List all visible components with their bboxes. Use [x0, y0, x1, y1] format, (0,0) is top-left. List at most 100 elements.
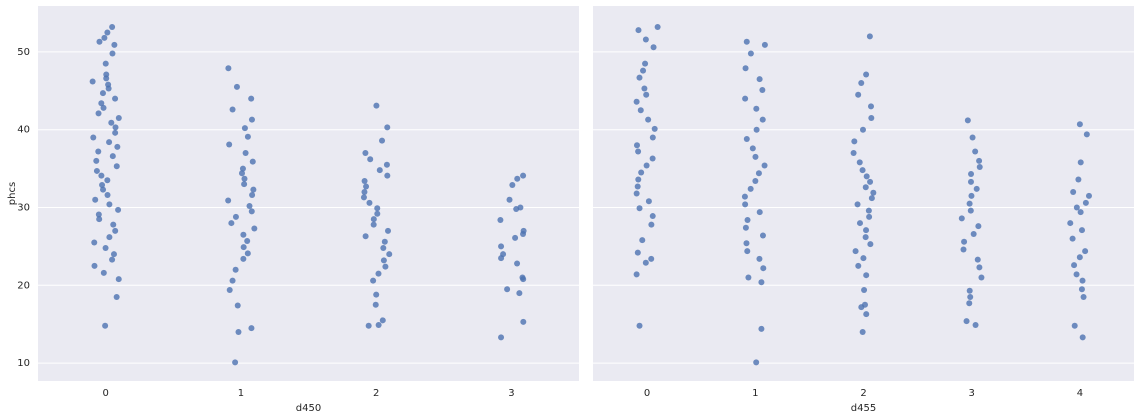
- point: [232, 213, 239, 220]
- point: [380, 244, 387, 251]
- point: [240, 255, 247, 262]
- point: [744, 216, 751, 223]
- plot-area: [593, 6, 1134, 381]
- point: [761, 41, 768, 48]
- point: [741, 193, 748, 200]
- point: [634, 183, 641, 190]
- point: [251, 225, 258, 232]
- point: [105, 85, 112, 92]
- point: [361, 188, 368, 195]
- point: [103, 75, 110, 82]
- point: [110, 251, 117, 258]
- point: [96, 216, 103, 223]
- point: [645, 116, 652, 123]
- point: [225, 65, 232, 72]
- point: [643, 162, 650, 169]
- point: [967, 207, 974, 214]
- point: [98, 172, 105, 179]
- point: [633, 190, 640, 197]
- point: [643, 91, 650, 98]
- point: [744, 248, 751, 255]
- y-tick-label: 50: [17, 47, 30, 58]
- point: [863, 71, 870, 78]
- point: [648, 221, 655, 228]
- point: [98, 100, 105, 107]
- point: [968, 171, 975, 178]
- point: [249, 192, 256, 199]
- point: [633, 271, 640, 278]
- point: [976, 164, 983, 171]
- point: [863, 227, 870, 234]
- point: [370, 277, 377, 284]
- point: [520, 276, 527, 283]
- point: [104, 29, 111, 36]
- point: [972, 321, 979, 328]
- point: [384, 227, 391, 234]
- point: [384, 172, 391, 179]
- point: [649, 134, 656, 141]
- point: [382, 263, 389, 270]
- point: [374, 210, 381, 217]
- point: [381, 238, 388, 245]
- point: [91, 262, 98, 269]
- point: [226, 286, 233, 293]
- point: [867, 241, 874, 248]
- point: [756, 255, 763, 262]
- point: [93, 157, 100, 164]
- point: [1078, 227, 1085, 234]
- point: [95, 148, 102, 155]
- point: [115, 276, 122, 283]
- point: [93, 167, 100, 174]
- y-axis-label: phcs: [7, 182, 18, 205]
- point: [851, 138, 858, 145]
- point: [99, 90, 106, 97]
- point: [968, 192, 975, 199]
- point: [1077, 159, 1084, 166]
- point: [758, 279, 765, 286]
- point: [756, 76, 763, 83]
- point: [376, 167, 383, 174]
- point: [234, 302, 241, 309]
- point: [649, 213, 656, 220]
- point: [651, 125, 658, 132]
- point: [102, 322, 109, 329]
- point: [89, 78, 96, 85]
- point: [759, 87, 766, 94]
- point: [639, 237, 646, 244]
- point: [1082, 248, 1089, 255]
- point: [109, 50, 116, 57]
- point: [241, 181, 248, 188]
- point: [379, 317, 386, 324]
- point: [115, 115, 122, 122]
- point: [233, 83, 240, 90]
- point: [633, 98, 640, 105]
- point: [856, 220, 863, 227]
- point: [743, 136, 750, 143]
- point: [868, 115, 875, 122]
- point: [964, 117, 971, 124]
- point: [229, 277, 236, 284]
- point: [753, 126, 760, 133]
- y-tick-label: 30: [17, 203, 30, 214]
- x-tick-label: 2: [373, 388, 379, 399]
- point: [854, 201, 861, 208]
- point: [228, 220, 235, 227]
- point: [380, 257, 387, 264]
- point: [747, 50, 754, 57]
- point: [232, 359, 239, 366]
- point: [635, 27, 642, 34]
- point: [362, 233, 369, 240]
- point: [976, 264, 983, 271]
- point: [859, 328, 866, 335]
- point: [504, 286, 511, 293]
- point: [240, 231, 247, 238]
- point: [978, 274, 985, 281]
- point: [112, 124, 119, 131]
- point: [856, 159, 863, 166]
- point: [1069, 235, 1076, 242]
- point: [520, 318, 527, 325]
- x-tick-label: 0: [644, 388, 650, 399]
- point: [100, 104, 107, 111]
- point: [1077, 209, 1084, 216]
